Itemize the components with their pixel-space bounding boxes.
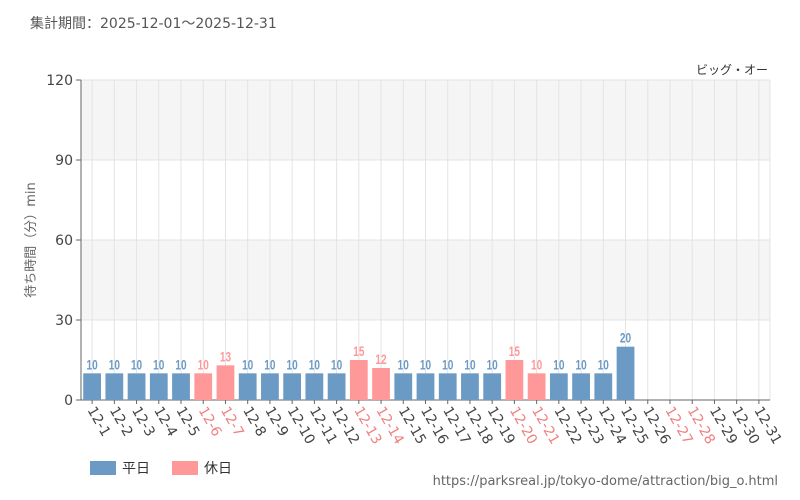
legend-label-holiday: 休日 bbox=[204, 461, 232, 477]
bar bbox=[127, 373, 146, 400]
bar bbox=[105, 373, 124, 400]
y-tick-label: 0 bbox=[64, 393, 73, 409]
bar-value-label: 13 bbox=[220, 349, 231, 365]
bar bbox=[616, 346, 635, 400]
bar-value-label: 10 bbox=[287, 357, 298, 373]
attraction-name: ビッグ・オー bbox=[695, 63, 768, 77]
legend-item-holiday: 休日 bbox=[172, 458, 232, 478]
legend-swatch-holiday bbox=[172, 461, 198, 475]
bar bbox=[394, 373, 413, 400]
bar-value-label: 12 bbox=[375, 351, 386, 367]
bar-value-label: 10 bbox=[442, 357, 453, 373]
bar-value-label: 10 bbox=[87, 357, 98, 373]
bar-value-label: 10 bbox=[531, 357, 542, 373]
bar bbox=[572, 373, 590, 400]
bar-value-label: 15 bbox=[353, 343, 364, 359]
period-label: 集計期間：2025-12-01～2025-12-31 bbox=[30, 16, 277, 32]
bar-value-label: 10 bbox=[331, 357, 342, 373]
bar-value-label: 10 bbox=[309, 357, 320, 373]
legend-item-weekday: 平日 bbox=[90, 458, 150, 478]
bar bbox=[372, 368, 390, 400]
bar bbox=[594, 373, 613, 400]
bar-value-label: 10 bbox=[153, 357, 164, 373]
bar bbox=[172, 373, 190, 400]
bar bbox=[216, 365, 235, 400]
bar bbox=[461, 373, 479, 400]
bar-value-label: 10 bbox=[175, 357, 186, 373]
y-tick-label: 120 bbox=[46, 73, 73, 89]
bar bbox=[527, 373, 546, 400]
bar-value-label: 10 bbox=[109, 357, 120, 373]
bar bbox=[261, 373, 279, 400]
y-axis-title: 待ち時間（分）min bbox=[24, 182, 39, 298]
bar bbox=[238, 373, 257, 400]
bar bbox=[349, 360, 368, 400]
bar bbox=[83, 373, 102, 400]
bar-value-label: 10 bbox=[575, 357, 586, 373]
bar-value-label: 10 bbox=[464, 357, 475, 373]
y-tick-label: 90 bbox=[55, 153, 73, 169]
bar bbox=[416, 373, 435, 400]
bar-value-label: 20 bbox=[620, 330, 631, 346]
bar-value-label: 10 bbox=[487, 357, 498, 373]
bar-value-label: 10 bbox=[598, 357, 609, 373]
bar bbox=[483, 373, 502, 400]
bar bbox=[438, 373, 457, 400]
bar-value-label: 10 bbox=[242, 357, 253, 373]
bar bbox=[194, 373, 213, 400]
bar-value-label: 10 bbox=[198, 357, 209, 373]
legend-swatch-weekday bbox=[90, 461, 116, 475]
bar-value-label: 10 bbox=[264, 357, 275, 373]
bar bbox=[149, 373, 168, 400]
bar bbox=[327, 373, 346, 400]
bar-value-label: 10 bbox=[420, 357, 431, 373]
bar-value-label: 10 bbox=[131, 357, 142, 373]
y-tick-label: 30 bbox=[55, 313, 73, 329]
bar-value-label: 10 bbox=[553, 357, 564, 373]
bar-value-label: 10 bbox=[398, 357, 409, 373]
source-url: https://parksreal.jp/tokyo-dome/attracti… bbox=[432, 474, 778, 489]
bar-value-label: 15 bbox=[509, 343, 520, 359]
y-tick-label: 60 bbox=[55, 233, 73, 249]
legend-label-weekday: 平日 bbox=[122, 461, 150, 477]
bar bbox=[305, 373, 324, 400]
bar bbox=[549, 373, 568, 400]
bar bbox=[283, 373, 302, 400]
legend: 平日 休日 bbox=[90, 458, 254, 478]
bar bbox=[505, 360, 524, 400]
